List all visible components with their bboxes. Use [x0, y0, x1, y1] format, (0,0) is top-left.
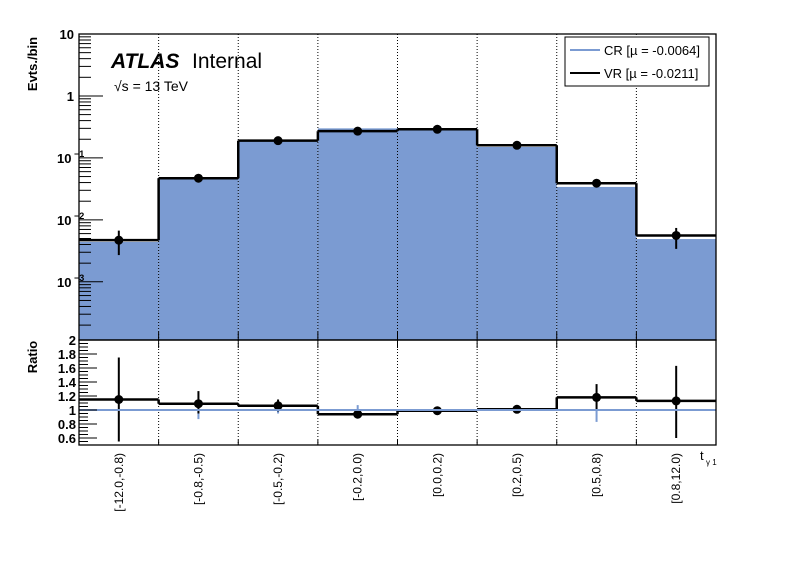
- cr-bar: [556, 186, 637, 340]
- vr-point: [592, 178, 602, 188]
- ratio-point: [114, 395, 124, 404]
- y-axis-title-main: Evts./bin: [25, 37, 40, 91]
- y-tick-label: 10: [57, 151, 71, 166]
- cr-bar: [238, 140, 318, 340]
- y-tick-label: 1: [67, 89, 74, 104]
- main-panel-data: [79, 124, 716, 256]
- x-tick-label: [0.8,12.0): [669, 453, 683, 504]
- x-tick-label: [0.0,0.2): [430, 453, 444, 497]
- vr-point: [432, 124, 442, 134]
- ratio-y-tick-label: 2: [69, 333, 76, 348]
- cr-bar: [158, 178, 239, 340]
- ratio-point: [193, 399, 203, 409]
- x-axis-title: t: [700, 448, 704, 463]
- ratio-y-tick-label: 1.4: [58, 375, 77, 390]
- y-tick-label: 10: [60, 27, 74, 42]
- y-tick-exponent: −3: [74, 273, 84, 283]
- x-axis-title-subscript: γ 1: [706, 458, 717, 467]
- cr-bar: [79, 241, 159, 340]
- axes: [-12.0,-0.8) [-0.8,-0.5) [-0.5,-0.2) [-0.2,…: [57, 27, 683, 512]
- ratio-y-tick-label: 1.8: [58, 347, 76, 362]
- ratio-point: [671, 396, 681, 406]
- legend-cr-label: CR [µ = -0.0064]: [604, 43, 700, 58]
- bin-boundary-gridlines: [158, 34, 637, 445]
- vr-point: [273, 136, 283, 146]
- ratio-panel-data: [79, 357, 716, 442]
- legend-vr-label: VR [µ = -0.0211]: [604, 66, 698, 81]
- ratio-point: [273, 401, 283, 411]
- cr-bar: [317, 128, 398, 340]
- x-tick-label: [-12.0,-0.8): [112, 453, 126, 512]
- atlas-label: ATLAS: [110, 50, 179, 73]
- x-tick-label: [0.2,0.5): [510, 453, 524, 497]
- x-tick-label: [-0.2,0.0): [351, 453, 365, 501]
- ratio-y-tick-label: 0.8: [58, 417, 76, 432]
- internal-label: Internal: [192, 50, 262, 73]
- ratio-y-tick-label: 1: [69, 403, 76, 418]
- y-axis-title-ratio: Ratio: [25, 341, 40, 374]
- cr-bar: [477, 146, 557, 340]
- vr-point: [193, 173, 203, 183]
- x-tick-label: [-0.8,-0.5): [191, 453, 205, 505]
- y-tick-exponent: −2: [74, 211, 84, 221]
- x-tick-label: [0.5,0.8): [590, 453, 604, 497]
- ratio-y-tick-label: 0.6: [58, 431, 76, 446]
- ratio-point: [592, 392, 602, 402]
- cr-bar: [636, 239, 716, 340]
- y-tick-label: 10: [57, 275, 71, 290]
- main-panel-bins: [79, 128, 716, 340]
- vr-point: [512, 140, 522, 150]
- ratio-y-tick-label: 1.2: [58, 389, 76, 404]
- vr-point: [353, 126, 363, 136]
- vr-point: [671, 230, 681, 240]
- y-tick-exponent: −1: [74, 149, 84, 159]
- ratio-y-tick-label: 1.6: [58, 361, 76, 376]
- energy-label: √s = 13 TeV: [114, 78, 189, 94]
- y-tick-label: 10: [57, 213, 71, 228]
- ratio-point: [353, 409, 363, 419]
- legend: CR [µ = -0.0064] VR [µ = -0.0211]: [564, 36, 710, 87]
- x-tick-label: [-0.5,-0.2): [271, 453, 285, 505]
- vr-point: [114, 235, 124, 245]
- cr-bar: [397, 129, 478, 340]
